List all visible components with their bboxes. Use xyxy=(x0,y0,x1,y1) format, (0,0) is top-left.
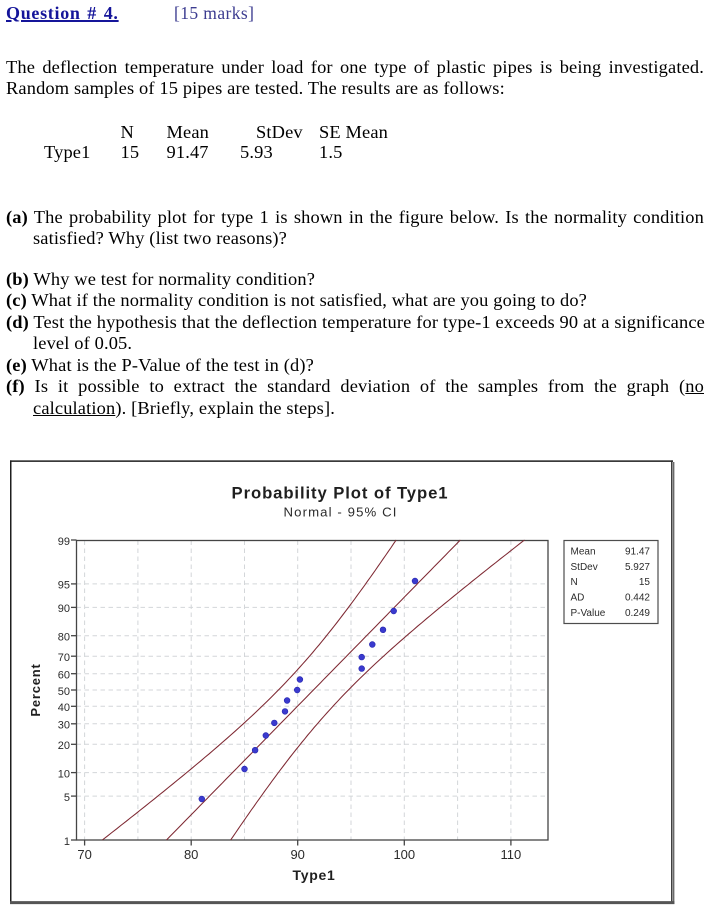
svg-text:Probability Plot of Type1: Probability Plot of Type1 xyxy=(232,484,449,503)
svg-text:5: 5 xyxy=(64,792,70,804)
svg-text:70: 70 xyxy=(58,652,70,664)
svg-text:70: 70 xyxy=(77,847,91,862)
svg-text:10: 10 xyxy=(58,768,70,780)
svg-text:80: 80 xyxy=(58,632,70,644)
svg-text:100: 100 xyxy=(393,847,415,862)
svg-text:Type1: Type1 xyxy=(293,867,336,883)
svg-text:60: 60 xyxy=(58,670,70,682)
svg-text:30: 30 xyxy=(58,720,70,732)
svg-text:StDev: StDev xyxy=(571,562,598,573)
svg-text:P-Value: P-Value xyxy=(571,608,606,619)
svg-text:90: 90 xyxy=(290,847,304,862)
svg-text:99: 99 xyxy=(58,536,70,548)
svg-text:Normal - 95% CI: Normal - 95% CI xyxy=(284,505,398,520)
svg-text:Mean: Mean xyxy=(571,547,596,558)
svg-text:0.442: 0.442 xyxy=(625,593,650,604)
svg-text:95: 95 xyxy=(58,580,70,592)
svg-text:Percent: Percent xyxy=(28,663,43,716)
svg-text:AD: AD xyxy=(571,593,585,604)
svg-text:91.47: 91.47 xyxy=(625,547,650,558)
svg-text:1: 1 xyxy=(64,836,70,848)
svg-text:N: N xyxy=(571,577,578,588)
svg-text:50: 50 xyxy=(58,686,70,698)
svg-text:5.927: 5.927 xyxy=(625,562,650,573)
svg-text:15: 15 xyxy=(639,577,651,588)
svg-text:80: 80 xyxy=(184,847,198,862)
svg-text:40: 40 xyxy=(58,702,70,714)
svg-text:90: 90 xyxy=(58,603,70,615)
svg-text:110: 110 xyxy=(501,847,522,862)
svg-text:20: 20 xyxy=(58,740,70,752)
svg-text:0.249: 0.249 xyxy=(625,608,650,619)
